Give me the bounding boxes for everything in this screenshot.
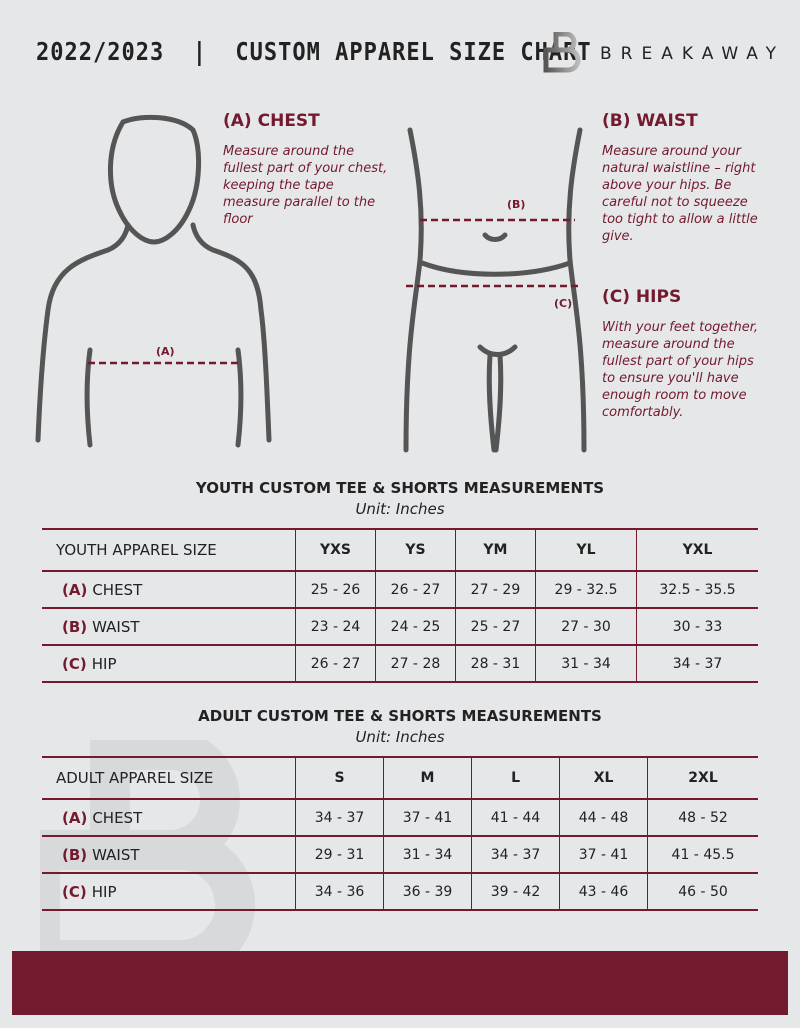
measurement-label: (C) HIP	[42, 872, 296, 911]
measurement-value: 37 - 41	[383, 798, 472, 837]
measurement-label: (A) CHEST	[42, 798, 296, 837]
size-header: 2XL	[647, 756, 758, 800]
chest-description: Measure around the fullest part of your …	[223, 144, 388, 227]
measurement-letter: (A)	[62, 808, 88, 827]
measurement-value: 41 - 44	[471, 798, 560, 837]
measurement-name: HIP	[91, 654, 117, 673]
measurement-value: 29 - 32.5	[534, 570, 637, 609]
measurement-value: 41 - 45.5	[647, 835, 758, 874]
measurement-value: 28 - 31	[454, 644, 536, 683]
measurement-value: 46 - 50	[647, 872, 758, 911]
measurement-label: (B) WAIST	[42, 607, 296, 646]
measurement-letter: (A)	[62, 580, 88, 599]
size-header: YM	[454, 528, 536, 572]
measurement-value: 48 - 52	[647, 798, 758, 837]
table-row: (C) HIP 26 - 27 27 - 28 28 - 31 31 - 34 34 - 3…	[42, 644, 758, 683]
measurement-value: 30 - 33	[636, 607, 758, 646]
footer-bar	[12, 951, 788, 1015]
lower-body-figure: (B) (C)	[403, 127, 587, 453]
hips-description: With your feet together, measure around …	[602, 320, 759, 420]
measurement-label: (A) CHEST	[42, 570, 296, 609]
marker-c: (C)	[554, 297, 572, 310]
adult-table-title: ADULT CUSTOM TEE & SHORTS MEASUREMENTS	[198, 707, 602, 725]
measurement-value: 34 - 36	[294, 872, 384, 911]
measurement-name: CHEST	[92, 580, 143, 599]
size-header: YXS	[295, 528, 376, 572]
measurement-letter: (B)	[62, 617, 88, 636]
measurement-value: 44 - 48	[559, 798, 648, 837]
table-row: (A) CHEST 25 - 26 26 - 27 27 - 29 29 - 32.5 32…	[42, 570, 758, 609]
measurement-value: 34 - 37	[294, 798, 384, 837]
chest-heading: (A) CHEST	[223, 111, 320, 131]
marker-b: (B)	[507, 198, 525, 211]
table-row: (A) CHEST 34 - 37 37 - 41 41 - 44 44 - 48 48 -…	[42, 798, 758, 837]
measurement-name: WAIST	[92, 617, 140, 636]
measurement-value: 29 - 31	[294, 835, 384, 874]
youth-table-title: YOUTH CUSTOM TEE & SHORTS MEASUREMENTS	[195, 479, 605, 497]
size-header: YL	[534, 528, 637, 572]
upper-body-figure: (A)	[35, 114, 272, 448]
measurement-letter: (B)	[62, 845, 88, 864]
measurement-value: 27 - 28	[374, 644, 456, 683]
measurement-value: 25 - 26	[295, 570, 376, 609]
measurement-value: 34 - 37	[471, 835, 560, 874]
size-header: S	[294, 756, 384, 800]
measurement-letter: (C)	[62, 654, 87, 673]
measurement-name: WAIST	[92, 845, 140, 864]
measurement-value: 27 - 30	[534, 607, 637, 646]
measurement-value: 36 - 39	[383, 872, 472, 911]
size-label-header: YOUTH APPAREL SIZE	[42, 528, 296, 572]
measurement-value: 26 - 27	[295, 644, 376, 683]
size-header: YS	[374, 528, 456, 572]
youth-size-table: YOUTH APPAREL SIZE YXS YS YM YL YXL (A) CHEST 25…	[42, 528, 758, 683]
table-row: (B) WAIST 23 - 24 24 - 25 25 - 27 27 - 30 30 -…	[42, 607, 758, 646]
measurement-value: 31 - 34	[383, 835, 472, 874]
measurement-value: 37 - 41	[559, 835, 648, 874]
measurement-label: (B) WAIST	[42, 835, 296, 874]
table-row: (B) WAIST 29 - 31 31 - 34 34 - 37 37 - 41 41 -…	[42, 835, 758, 874]
size-header: L	[471, 756, 560, 800]
measurement-label: (C) HIP	[42, 644, 296, 683]
waist-description: Measure around your natural waistline – …	[602, 144, 758, 244]
waist-heading: (B) WAIST	[602, 111, 698, 131]
youth-unit: Unit: Inches	[355, 500, 445, 518]
measurement-value: 26 - 27	[374, 570, 456, 609]
page-title: 2022/2023 | CUSTOM APPAREL SIZE CHART	[36, 38, 592, 67]
table-row: (C) HIP 34 - 36 36 - 39 39 - 42 43 - 46 46 - 5…	[42, 872, 758, 911]
size-header: M	[383, 756, 472, 800]
measurement-value: 31 - 34	[534, 644, 637, 683]
measurement-name: CHEST	[92, 808, 143, 827]
breakaway-logo-icon	[543, 32, 581, 73]
size-header: YXL	[636, 528, 758, 572]
brand-name: BREAKAWAY	[600, 44, 785, 64]
table-header-row: ADULT APPAREL SIZE S M L XL 2XL	[42, 756, 758, 800]
hips-heading: (C) HIPS	[602, 287, 682, 307]
adult-unit: Unit: Inches	[355, 728, 445, 746]
measurement-value: 27 - 29	[454, 570, 536, 609]
measurement-name: HIP	[91, 882, 117, 901]
adult-size-table: ADULT APPAREL SIZE S M L XL 2XL (A) CHEST 34 - 3…	[42, 756, 758, 911]
measurement-letter: (C)	[62, 882, 87, 901]
measurement-value: 39 - 42	[471, 872, 560, 911]
table-header-row: YOUTH APPAREL SIZE YXS YS YM YL YXL	[42, 528, 758, 572]
measurement-value: 43 - 46	[559, 872, 648, 911]
measurement-value: 32.5 - 35.5	[636, 570, 758, 609]
measurement-value: 34 - 37	[636, 644, 758, 683]
marker-a: (A)	[156, 345, 175, 358]
measurement-value: 25 - 27	[454, 607, 536, 646]
size-header: XL	[559, 756, 648, 800]
size-label-header: ADULT APPAREL SIZE	[42, 756, 296, 800]
measurement-value: 23 - 24	[295, 607, 376, 646]
measurement-value: 24 - 25	[374, 607, 456, 646]
